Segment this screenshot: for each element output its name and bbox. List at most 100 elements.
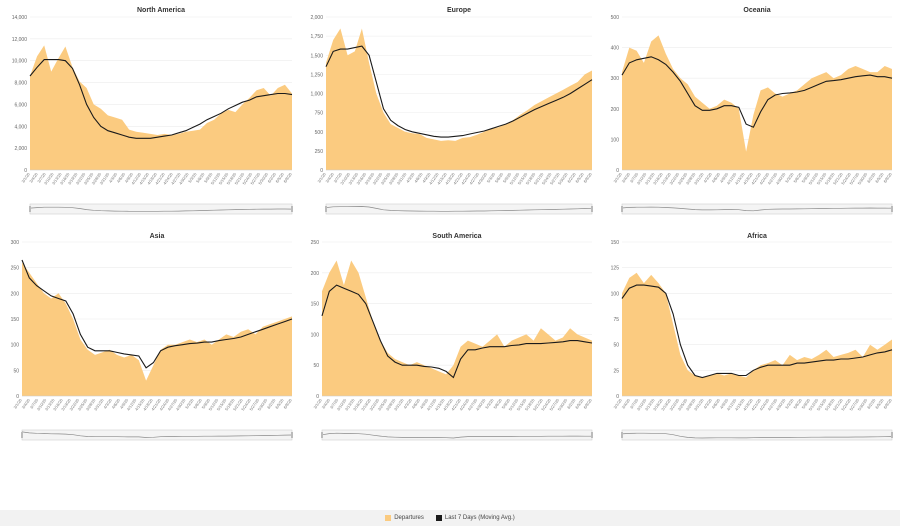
x-tick-label: 6/5/20	[874, 397, 885, 410]
navigator-handle-left[interactable]	[29, 206, 31, 212]
navigator-line	[621, 206, 893, 212]
navigator-europe[interactable]	[325, 203, 593, 215]
navigator-handle-left[interactable]	[321, 432, 323, 438]
x-tick-label: 4/6/20	[411, 397, 422, 410]
chart-europe: Europe 0 250 500 750 1,000 1,250 1,500 1,750 2,00…	[310, 7, 593, 215]
navigator-asia[interactable]	[21, 429, 293, 441]
moving-avg-line	[21, 259, 293, 369]
navigator-handle-right[interactable]	[891, 206, 893, 212]
chart-north-america: North America 0 2,000 4,000 6,000 8,000 10,000…	[12, 7, 293, 215]
x-tick-label: 4/6/20	[711, 171, 722, 184]
chart-title: North America	[137, 7, 185, 14]
x-tick-label: 3/4/20	[621, 397, 632, 410]
y-tick-label: 250	[315, 149, 324, 155]
moving-avg-line	[621, 56, 893, 128]
y-tick-label: 1,000	[310, 92, 323, 98]
navigator-frame[interactable]	[325, 203, 593, 215]
navigator-handle-left[interactable]	[621, 432, 623, 438]
navigator-south-america[interactable]	[321, 429, 593, 441]
legend-item-moving-avg[interactable]: Last 7 Days (Moving Avg.)	[435, 515, 515, 521]
navigator-oceania[interactable]	[621, 203, 893, 215]
navigator-handle-left[interactable]	[325, 206, 327, 212]
navigator-line	[325, 206, 593, 212]
y-tick-label: 2,000	[310, 15, 323, 21]
x-tick-label: 3/1/20	[612, 171, 623, 184]
navigator-frame[interactable]	[21, 429, 293, 441]
departures-area	[622, 35, 892, 171]
y-tick-label: 0	[316, 394, 319, 400]
x-tick-label: 5/6/20	[195, 171, 206, 184]
x-tick-label: 4/6/20	[111, 397, 122, 410]
y-tick-label: 2,000	[14, 146, 27, 152]
chart-asia: Asia 0 50 100 150 200 250 300 3/1/203/4/203/7/20…	[11, 233, 293, 441]
y-tick-label: 250	[311, 240, 320, 246]
navigator-africa[interactable]	[621, 429, 893, 441]
chart-title: South America	[432, 233, 481, 240]
x-tick-label: 4/3/20	[402, 397, 413, 410]
x-tick-label: 6/2/20	[866, 171, 877, 184]
departures-area	[30, 45, 292, 170]
y-tick-label: 8,000	[14, 81, 27, 87]
navigator-frame[interactable]	[321, 429, 593, 441]
x-tick-label: 5/3/20	[184, 397, 195, 410]
y-tick-label: 25	[613, 368, 619, 374]
legend-moving-avg-label: Last 7 Days (Moving Avg.)	[444, 515, 515, 521]
moving-avg-line	[325, 45, 593, 138]
y-tick-label: 10,000	[12, 59, 28, 65]
legend-item-departures[interactable]: Departures	[385, 515, 424, 521]
y-tick-label: 500	[611, 15, 620, 21]
chart-oceania: Oceania 0 100 200 300 400 500 3/1/203/4/203/7/2…	[611, 7, 893, 215]
y-tick-label: 200	[611, 107, 620, 113]
x-tick-label: 4/3/20	[702, 171, 713, 184]
y-tick-label: 100	[11, 343, 20, 349]
x-tick-label: 3/1/20	[12, 397, 23, 410]
x-tick-label: 4/6/20	[711, 397, 722, 410]
navigator-frame[interactable]	[621, 203, 893, 215]
y-tick-label: 250	[11, 266, 20, 272]
x-tick-label: 4/9/20	[119, 397, 130, 410]
x-tick-label: 5/6/20	[494, 171, 505, 184]
x-tick-label: 3/1/20	[20, 171, 31, 184]
x-tick-label: 6/2/20	[266, 397, 277, 410]
x-tick-label: 3/7/20	[629, 397, 640, 410]
x-tick-label: 3/7/20	[332, 171, 343, 184]
x-tick-label: 4/9/20	[719, 397, 730, 410]
x-tick-label: 4/3/20	[702, 397, 713, 410]
x-tick-label: 5/9/20	[201, 397, 212, 410]
x-tick-label: 4/6/20	[413, 171, 424, 184]
departures-area	[622, 272, 892, 396]
x-tick-label: 4/9/20	[419, 397, 430, 410]
y-tick-label: 0	[320, 168, 323, 174]
y-tick-label: 150	[11, 317, 20, 323]
navigator-handle-left[interactable]	[21, 432, 23, 438]
navigator-handle-right[interactable]	[591, 432, 593, 438]
navigator-handle-right[interactable]	[291, 432, 293, 438]
x-tick-label: 6/2/20	[566, 397, 577, 410]
navigator-handle-right[interactable]	[591, 206, 593, 212]
y-tick-label: 100	[611, 291, 620, 297]
x-tick-label: 3/1/20	[316, 171, 327, 184]
y-tick-label: 100	[611, 137, 620, 143]
navigator-north-america[interactable]	[29, 203, 293, 215]
x-tick-label: 4/3/20	[102, 397, 113, 410]
x-tick-label: 5/3/20	[484, 397, 495, 410]
y-tick-label: 1,250	[310, 72, 323, 78]
navigator-handle-right[interactable]	[291, 206, 293, 212]
x-tick-label: 6/8/20	[282, 397, 293, 410]
x-tick-label: 6/5/20	[874, 171, 885, 184]
x-tick-label: 4/9/20	[124, 171, 135, 184]
x-tick-label: 6/5/20	[574, 397, 585, 410]
navigator-frame[interactable]	[621, 429, 893, 441]
y-tick-label: 12,000	[12, 37, 28, 43]
x-tick-label: 3/1/20	[312, 397, 323, 410]
y-tick-label: 100	[311, 332, 320, 338]
x-tick-label: 5/9/20	[801, 171, 812, 184]
departures-area	[326, 28, 592, 170]
x-tick-label: 3/7/20	[329, 397, 340, 410]
moving-avg-line	[29, 59, 293, 139]
x-tick-label: 3/4/20	[324, 171, 335, 184]
chart-title: Africa	[747, 233, 767, 240]
navigator-handle-left[interactable]	[621, 206, 623, 212]
x-tick-label: 3/4/20	[28, 171, 39, 184]
navigator-handle-right[interactable]	[891, 432, 893, 438]
